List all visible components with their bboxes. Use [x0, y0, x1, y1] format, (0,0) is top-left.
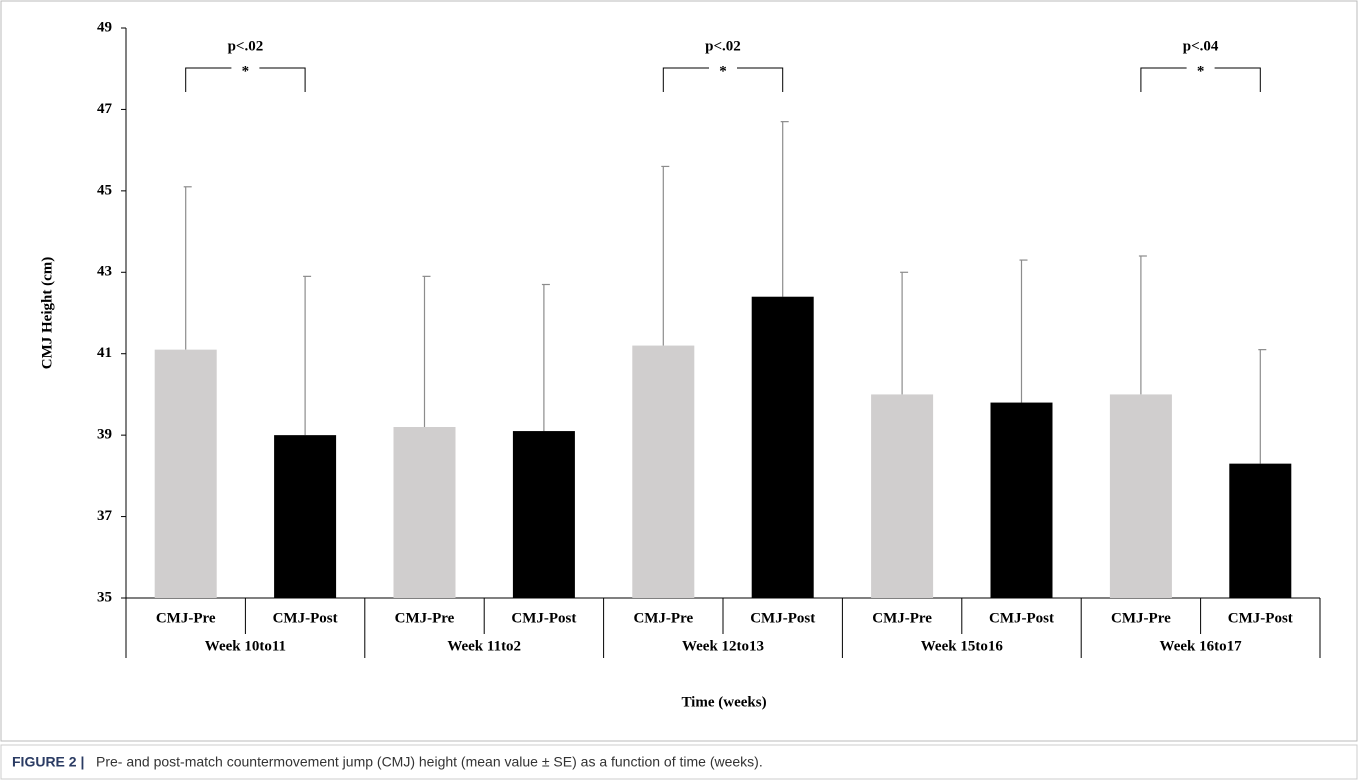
y-tick-label: 45 — [97, 182, 112, 198]
x-tick-label: CMJ-Pre — [1111, 610, 1171, 626]
y-tick-label: 47 — [97, 101, 113, 117]
caption: Pre- and post-match countermovement jump… — [96, 754, 763, 770]
bar — [1109, 394, 1172, 598]
x-tick-label: CMJ-Post — [273, 610, 338, 626]
x-tick-label: CMJ-Pre — [633, 610, 693, 626]
significance-bracket — [662, 67, 784, 92]
x-tick-label: CMJ-Post — [511, 610, 576, 626]
bar — [154, 349, 217, 598]
caption-box — [0, 744, 1358, 780]
x-tick-label: CMJ-Post — [750, 610, 815, 626]
x-tick-label: CMJ-Pre — [395, 610, 455, 626]
significance-bracket — [185, 67, 306, 92]
x-group-label: Week 10to11 — [205, 638, 286, 654]
significance-label: p<.04 — [1183, 38, 1219, 54]
y-tick-label: 43 — [97, 264, 112, 280]
y-tick-label: 37 — [97, 508, 113, 524]
bar — [1229, 463, 1292, 598]
significance-marker: * — [1197, 63, 1205, 79]
x-tick-label: CMJ-Post — [1228, 610, 1293, 626]
x-group-label: Week 12to13 — [682, 638, 764, 654]
significance-label: p<.02 — [228, 38, 264, 54]
x-group-label: Week 11to2 — [447, 638, 521, 654]
x-tick-label: CMJ-Post — [989, 610, 1054, 626]
bar — [871, 394, 934, 598]
bar — [990, 402, 1053, 598]
caption-label: FIGURE 2 | — [12, 754, 84, 770]
bar — [512, 431, 575, 598]
x-tick-label: CMJ-Pre — [156, 610, 216, 626]
bar — [393, 427, 456, 598]
significance-label: p<.02 — [705, 38, 741, 54]
y-axis-label: CMJ Height (cm) — [39, 257, 55, 369]
frame — [0, 0, 1358, 742]
x-tick-label: CMJ-Pre — [872, 610, 932, 626]
y-tick-label: 35 — [97, 589, 112, 605]
x-axis-label: Time (weeks) — [681, 694, 766, 710]
significance-marker: * — [719, 63, 727, 79]
bar — [632, 345, 695, 598]
y-tick-label: 41 — [97, 345, 112, 361]
bar — [274, 435, 337, 598]
y-tick-label: 49 — [97, 19, 112, 35]
x-group-label: Week 15to16 — [921, 638, 1004, 654]
x-group-label: Week 16to17 — [1160, 638, 1243, 654]
significance-marker: * — [242, 63, 250, 79]
y-tick-label: 39 — [97, 427, 112, 443]
significance-bracket — [1140, 67, 1261, 92]
bar — [751, 296, 814, 598]
